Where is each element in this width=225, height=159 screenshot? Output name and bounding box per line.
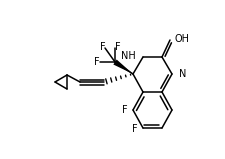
- Text: OH: OH: [174, 34, 189, 44]
- Text: F: F: [122, 105, 127, 115]
- Text: F: F: [115, 42, 120, 52]
- Text: F: F: [100, 42, 105, 52]
- Polygon shape: [113, 59, 132, 74]
- Text: F: F: [132, 124, 137, 134]
- Text: F: F: [94, 57, 99, 67]
- Text: NH: NH: [121, 51, 135, 61]
- Text: N: N: [178, 69, 186, 79]
